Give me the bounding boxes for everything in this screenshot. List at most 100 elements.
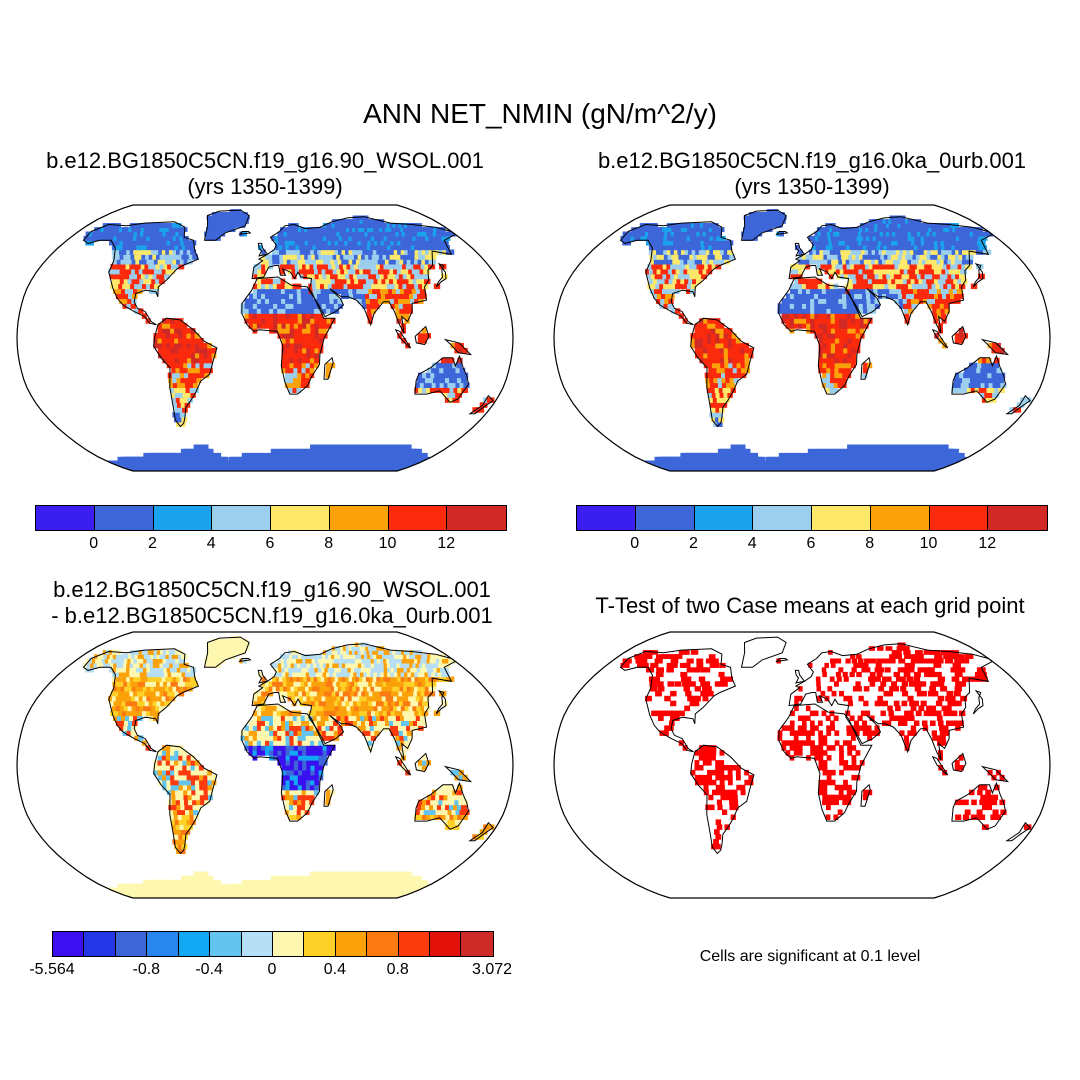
grid-cell: [862, 235, 869, 241]
grid-cell: [797, 318, 803, 324]
grid-cell: [313, 263, 319, 270]
grid-cell: [865, 444, 871, 450]
grid-cell: [822, 357, 828, 364]
grid-cell: [389, 278, 396, 285]
grid-cell: [129, 263, 136, 270]
grid-cell: [728, 362, 734, 369]
grid-cell: [293, 367, 299, 374]
grid-cell: [855, 254, 861, 260]
grid-cell: [288, 456, 294, 462]
grid-cell: [871, 240, 878, 246]
grid-cell: [708, 397, 715, 403]
grid-cell: [360, 244, 367, 251]
grid-cell: [707, 362, 713, 369]
grid-cell: [985, 362, 991, 369]
grid-cell: [241, 212, 246, 217]
grid-cell: [362, 249, 369, 255]
grid-cell: [204, 372, 210, 379]
grid-cell: [289, 323, 295, 329]
grid-cell: [383, 263, 390, 270]
grid-cell: [884, 268, 891, 275]
grid-cell: [865, 227, 871, 232]
grid-cell: [269, 303, 274, 309]
grid-cell: [835, 268, 841, 275]
grid-cell: [886, 273, 892, 280]
grid-cell: [645, 268, 652, 275]
grid-cell: [685, 273, 692, 280]
grid-cell: [822, 342, 828, 349]
grid-cell: [351, 268, 358, 275]
grid-cell: [722, 244, 728, 251]
grid-cell: [789, 293, 795, 299]
grid-cell: [314, 231, 321, 237]
grid-cell: [847, 444, 853, 450]
panel-title-bottom-left: b.e12.BG1850C5CN.f19_g16.90_WSOL.001: [53, 577, 491, 602]
grid-cell: [436, 362, 442, 369]
grid-cell: [904, 313, 910, 319]
grid-cell: [372, 263, 379, 270]
grid-cell: [131, 278, 138, 285]
grid-cell: [742, 235, 749, 241]
grid-cell: [810, 469, 815, 471]
grid-cell: [825, 382, 831, 388]
grid-cell: [265, 318, 270, 324]
grid-cell: [306, 333, 312, 339]
grid-cell: [664, 278, 671, 285]
grid-cell: [402, 263, 409, 270]
grid-cell: [129, 288, 135, 294]
grid-cell: [727, 249, 733, 255]
grid-cell: [830, 377, 835, 384]
grid-cell: [692, 278, 698, 285]
grid-cell: [298, 240, 303, 246]
grid-cell: [848, 448, 854, 454]
grid-cell: [187, 259, 193, 265]
grid-cell: [730, 382, 736, 388]
grid-cell: [241, 223, 246, 228]
grid-cell: [689, 254, 696, 260]
grid-cell: [440, 362, 446, 369]
grid-cell: [293, 469, 298, 471]
grid-cell: [922, 298, 929, 304]
grid-cell: [146, 259, 153, 265]
grid-cell: [830, 328, 836, 334]
grid-cell: [804, 466, 808, 470]
grid-cell: [222, 223, 228, 228]
grid-cell: [176, 259, 182, 265]
grid-cell: [827, 460, 832, 465]
grid-cell: [768, 466, 773, 470]
grid-cell: [826, 357, 832, 364]
grid-cell: [776, 469, 781, 471]
grid-cell: [715, 347, 721, 354]
grid-cell: [293, 342, 299, 349]
grid-cell: [956, 268, 964, 275]
grid-cell: [829, 382, 835, 388]
grid-cell: [358, 249, 366, 255]
grid-cell: [698, 342, 704, 349]
grid-cell: [854, 249, 860, 255]
grid-cell: [839, 244, 845, 251]
grid-cell: [333, 293, 339, 299]
grid-cell: [369, 249, 376, 255]
grid-cell: [225, 469, 231, 471]
grid-cell: [905, 288, 911, 294]
grid-cell: [248, 303, 254, 309]
grid-cell: [826, 227, 831, 232]
grid-cell: [864, 283, 871, 290]
grid-cell: [289, 249, 294, 255]
grid-cell: [299, 273, 305, 280]
grid-cell: [150, 268, 157, 275]
grid-cell: [157, 244, 164, 251]
grid-cell: [825, 244, 831, 251]
grid-cell: [127, 259, 135, 265]
grid-cell: [416, 278, 423, 285]
grid-cell: [293, 318, 299, 324]
grid-cell: [329, 298, 335, 304]
grid-cell: [759, 223, 765, 228]
grid-cell: [250, 466, 255, 470]
grid-cell: [716, 412, 723, 418]
grid-cell: [720, 362, 726, 369]
grid-cell: [364, 288, 370, 294]
grid-cell: [911, 283, 918, 290]
grid-cell: [672, 259, 679, 265]
grid-cell: [365, 249, 373, 255]
